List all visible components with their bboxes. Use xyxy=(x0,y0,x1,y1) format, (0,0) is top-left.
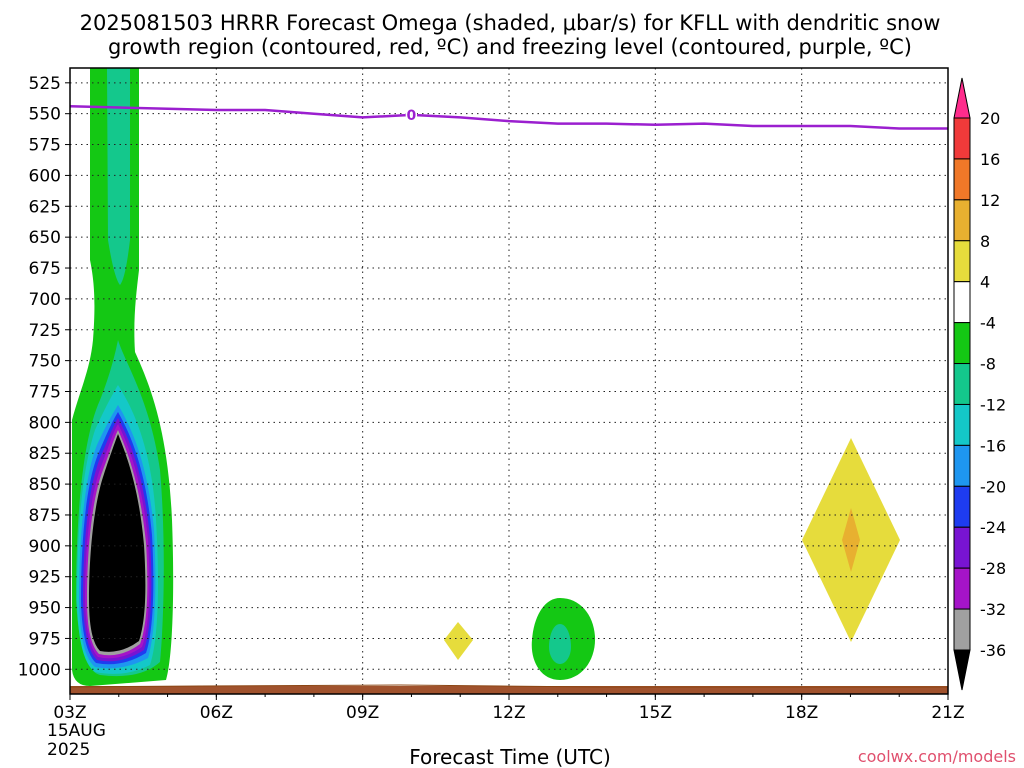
colorbar-swatch xyxy=(953,199,971,242)
freezing-level-line xyxy=(69,105,948,130)
x-tick-label: 15Z xyxy=(639,703,672,723)
colorbar-label: -20 xyxy=(980,477,1006,496)
y-tick-label: 975 xyxy=(29,629,61,649)
y-tick-label: 950 xyxy=(29,599,61,619)
y-axis: 525 550 575 600 625 650 675 700 725 750 775 800 825 8… xyxy=(18,74,70,680)
y-tick-label: 550 xyxy=(29,105,61,125)
x-tick-label: 03Z xyxy=(53,703,86,723)
colorbar-bottom-triangle xyxy=(953,649,971,691)
grid-lines xyxy=(70,68,948,694)
y-tick-label: 650 xyxy=(29,228,61,248)
x-tick-label: 12Z xyxy=(492,703,525,723)
colorbar-label: 16 xyxy=(980,150,1000,169)
y-tick-label: 825 xyxy=(29,444,61,464)
colorbar-swatch xyxy=(953,240,971,283)
y-tick-label: 600 xyxy=(29,166,61,186)
colorbar-label: -4 xyxy=(980,314,996,333)
freezing-level-label: 0 xyxy=(407,108,417,124)
y-tick-label: 875 xyxy=(29,506,61,526)
colorbar-swatch xyxy=(953,281,971,324)
y-tick-label: 775 xyxy=(29,382,61,402)
y-tick-label: 850 xyxy=(29,475,61,495)
y-tick-label: 725 xyxy=(29,321,61,341)
colorbar-label: -36 xyxy=(980,641,1006,660)
colorbar-swatch xyxy=(953,608,971,651)
x-tick-label: 21Z xyxy=(931,703,964,723)
y-tick-label: 675 xyxy=(29,259,61,279)
y-tick-label: 575 xyxy=(29,136,61,156)
y-tick-label: 525 xyxy=(29,74,61,94)
x-tick-label: 18Z xyxy=(785,703,818,723)
colorbar-swatch xyxy=(953,567,971,610)
colorbar-label: 12 xyxy=(980,191,1000,210)
colorbar-swatch xyxy=(953,526,971,569)
y-tick-label: 925 xyxy=(29,568,61,588)
colorbar: 20 16 12 8 4 -4 -8 -12 -16 -20 -24 -28 -32 -36 xyxy=(953,77,1006,691)
watermark: coolwx.com/models xyxy=(858,747,1016,766)
ascent-column-core-black xyxy=(89,434,146,652)
y-tick-label: 625 xyxy=(29,197,61,217)
ground-surface xyxy=(70,686,948,694)
colorbar-swatch xyxy=(953,485,971,528)
ascent-blob-teal xyxy=(549,624,571,664)
x-tick-label: 06Z xyxy=(200,703,233,723)
colorbar-swatch xyxy=(953,322,971,365)
chart-title-line-2: growth region (contoured, red, ºC) and f… xyxy=(108,35,912,59)
descent-diamond-small xyxy=(444,622,473,660)
y-tick-label: 800 xyxy=(29,413,61,433)
y-tick-label: 1000 xyxy=(18,660,61,680)
colorbar-label: -12 xyxy=(980,395,1006,414)
colorbar-swatch xyxy=(953,363,971,405)
colorbar-label: -32 xyxy=(980,600,1006,619)
omega-shading xyxy=(72,68,900,686)
colorbar-swatch xyxy=(953,403,971,446)
colorbar-swatch xyxy=(953,158,971,201)
x-axis: 03Z 06Z 09Z 12Z 15Z 18Z 21Z xyxy=(53,694,965,723)
ground-surface-edge xyxy=(69,684,948,688)
colorbar-label: -24 xyxy=(980,518,1006,537)
colorbar-top-triangle xyxy=(953,77,971,119)
y-tick-label: 750 xyxy=(29,352,61,372)
x-tick-label: 09Z xyxy=(346,703,379,723)
descent-diamond-orange xyxy=(842,508,860,572)
colorbar-label: 8 xyxy=(980,232,990,251)
colorbar-label: -8 xyxy=(980,355,996,374)
colorbar-label: -16 xyxy=(980,436,1006,455)
plot-background xyxy=(70,68,948,694)
colorbar-label: 20 xyxy=(980,109,1000,128)
y-tick-label: 700 xyxy=(29,290,61,310)
colorbar-label: 4 xyxy=(980,273,990,292)
chart-title-line-1: 2025081503 HRRR Forecast Omega (shaded, … xyxy=(80,11,941,35)
y-tick-label: 900 xyxy=(29,537,61,557)
colorbar-label: -28 xyxy=(980,559,1006,578)
x-axis-date-line-1: 15AUG xyxy=(47,721,106,741)
colorbar-swatch xyxy=(953,117,971,160)
colorbar-swatch xyxy=(953,444,971,487)
x-axis-title: Forecast Time (UTC) xyxy=(409,745,611,768)
x-axis-date-line-2: 2025 xyxy=(47,740,90,760)
